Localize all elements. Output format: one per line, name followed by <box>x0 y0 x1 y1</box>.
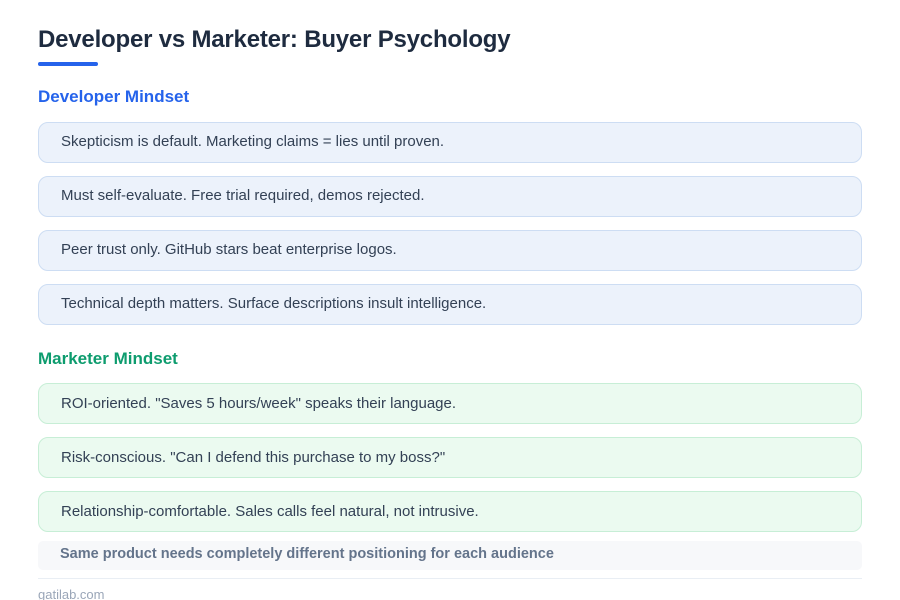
section-heading-marketer: Marketer Mindset <box>38 348 178 368</box>
title-underline <box>38 62 98 67</box>
developer-card-4: Technical depth matters. Surface descrip… <box>38 283 862 325</box>
marketer-card-3: Relationship-comfortable. Sales calls fe… <box>38 491 862 533</box>
marketer-card-2: Risk-conscious. "Can I defend this purch… <box>38 437 862 479</box>
watermark: gatilab.com <box>38 586 105 600</box>
page-title: Developer vs Marketer: Buyer Psychology <box>38 26 511 53</box>
takeaway-bar: Same product needs completely different … <box>38 541 862 570</box>
developer-card-1: Skepticism is default. Marketing claims … <box>38 121 862 163</box>
section-heading-developer: Developer Mindset <box>38 87 190 107</box>
developer-card-2: Must self-evaluate. Free trial required,… <box>38 175 862 217</box>
developer-card-3: Peer trust only. GitHub stars beat enter… <box>38 229 862 271</box>
marketer-card-1: ROI-oriented. "Saves 5 hours/week" speak… <box>38 383 862 425</box>
footer-divider <box>38 577 862 579</box>
